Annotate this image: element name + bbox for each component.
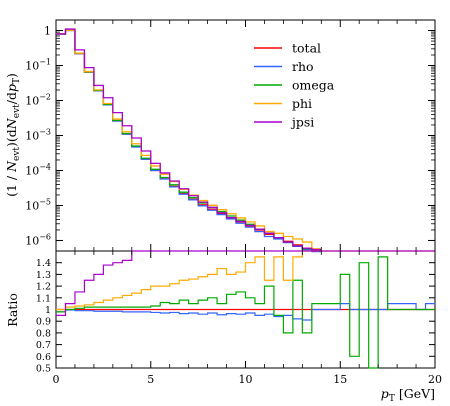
legend-label-total: total	[292, 41, 321, 56]
main-series-omega	[56, 29, 322, 252]
x-tick-label: 10	[239, 373, 253, 386]
main-y-axis-label: (1 / Nevt)(dNevt/dpT)	[4, 73, 22, 197]
legend-label-omega: omega	[292, 78, 335, 93]
legend-label-jpsi: jpsi	[290, 115, 314, 130]
ratio-y-tick-label: 1	[45, 305, 51, 316]
main-series-total	[56, 29, 322, 252]
ratio-y-tick-label: 1.4	[36, 258, 51, 269]
ratio-y-tick-label: 1.3	[36, 270, 51, 281]
x-tick-label: 0	[53, 373, 60, 386]
legend: total rho omega phi jpsi	[254, 41, 335, 130]
x-axis-ticks: 0 5 10 15 20	[53, 20, 442, 386]
main-plot-frame	[55, 19, 436, 252]
main-y-tick-label: 10−1	[25, 58, 51, 73]
main-series-phi	[56, 29, 322, 250]
ratio-y-tick-label: 0.8	[36, 328, 51, 339]
main-series-rho	[56, 29, 322, 253]
main-y-tick-label: 10−3	[25, 128, 51, 143]
x-tick-label: 15	[333, 373, 347, 386]
main-y-tick-label: 1	[44, 25, 51, 38]
ratio-y-tick-label: 1.1	[36, 293, 51, 304]
main-y-tick-label: 10−5	[25, 197, 51, 212]
ratio-y-tick-label: 0.9	[36, 317, 51, 328]
legend-label-rho: rho	[292, 59, 314, 74]
ratio-series-omega	[56, 256, 435, 369]
ratio-y-tick-label: 1.2	[36, 282, 51, 293]
x-tick-label: 20	[428, 373, 442, 386]
main-y-ticks: 1 10−1 10−2 10−3 10−4 10−5 10−6	[25, 19, 435, 247]
main-series-jpsi	[56, 28, 322, 251]
ratio-y-tick-label: 0.7	[36, 340, 51, 351]
ratio-y-tick-label: 0.5	[36, 364, 51, 375]
ratio-series-group	[56, 250, 435, 369]
main-series-group	[56, 28, 322, 253]
main-y-tick-label: 10−6	[25, 232, 51, 247]
x-tick-label: 5	[147, 373, 154, 386]
ratio-y-tick-label: 0.6	[36, 352, 51, 363]
main-y-tick-label: 10−4	[25, 162, 51, 177]
ratio-y-axis-label: Ratio	[5, 293, 20, 327]
main-y-tick-label: 10−2	[25, 93, 51, 108]
legend-label-phi: phi	[292, 96, 312, 111]
x-axis-label: pT [GeV]	[381, 386, 435, 404]
ratio-y-ticks: 0.50.60.70.80.911.11.21.31.4	[36, 258, 435, 375]
ratio-series-rho	[56, 303, 435, 321]
